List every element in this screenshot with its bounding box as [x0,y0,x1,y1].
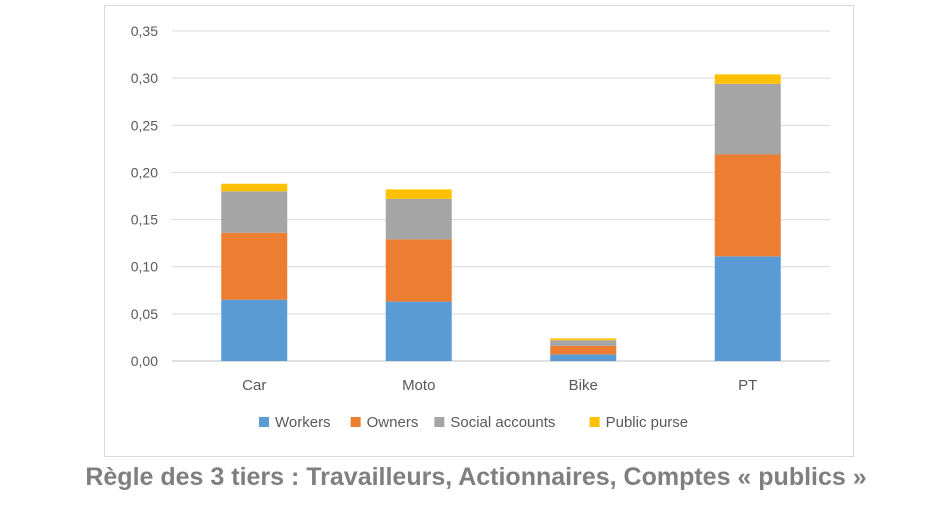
bar-segment-owners-bike [550,345,617,355]
x-tick-label: Car [242,377,266,394]
bar-segment-public-purse-bike [550,338,617,341]
y-tick-label: 0,15 [131,212,158,228]
y-tick-label: 0,35 [131,23,158,39]
x-tick-label: Bike [569,377,598,394]
legend-label: Public purse [606,414,689,431]
legend-swatch [589,417,600,427]
bar-segment-social-accounts-car [221,191,288,233]
x-tick-label: PT [738,377,757,394]
bar-segment-social-accounts-bike [550,340,617,346]
y-tick-label: 0,30 [131,70,158,86]
bar-segment-workers-pt [714,256,781,361]
legend-swatch [350,417,361,427]
bar-segment-social-accounts-moto [385,198,452,240]
bar-segment-owners-moto [385,239,452,302]
bar-segment-public-purse-pt [714,74,781,84]
legend-swatch [434,417,445,427]
bar-segment-workers-bike [550,354,617,361]
bar-segment-owners-pt [714,154,781,257]
x-tick-label: Moto [402,377,435,394]
y-tick-label: 0,00 [131,353,158,369]
bar-segment-workers-car [221,299,288,361]
y-tick-label: 0,05 [131,306,158,322]
legend-swatch [259,417,269,427]
bar-segment-workers-moto [385,301,452,361]
stacked-bar-chart: 0,00 0,05 0,10 0,15 0,20 0,25 0,30 0,35 Car Moto B… [131,23,830,431]
bar-segment-owners-car [221,232,288,300]
legend-label: Workers [275,414,331,431]
y-tick-label: 0,25 [131,117,158,133]
bar-segment-public-purse-car [221,183,288,192]
bar-segment-social-accounts-pt [714,83,781,155]
legend-label: Social accounts [450,414,555,431]
legend-label: Owners [367,414,419,431]
bar-segment-public-purse-moto [385,189,452,199]
y-tick-label: 0,20 [131,164,158,180]
chart-frame: 0,00 0,05 0,10 0,15 0,20 0,25 0,30 0,35 Car Moto B… [104,5,854,457]
y-tick-label: 0,10 [131,259,158,275]
slide-caption: Règle des 3 tiers : Travailleurs, Action… [85,463,867,491]
